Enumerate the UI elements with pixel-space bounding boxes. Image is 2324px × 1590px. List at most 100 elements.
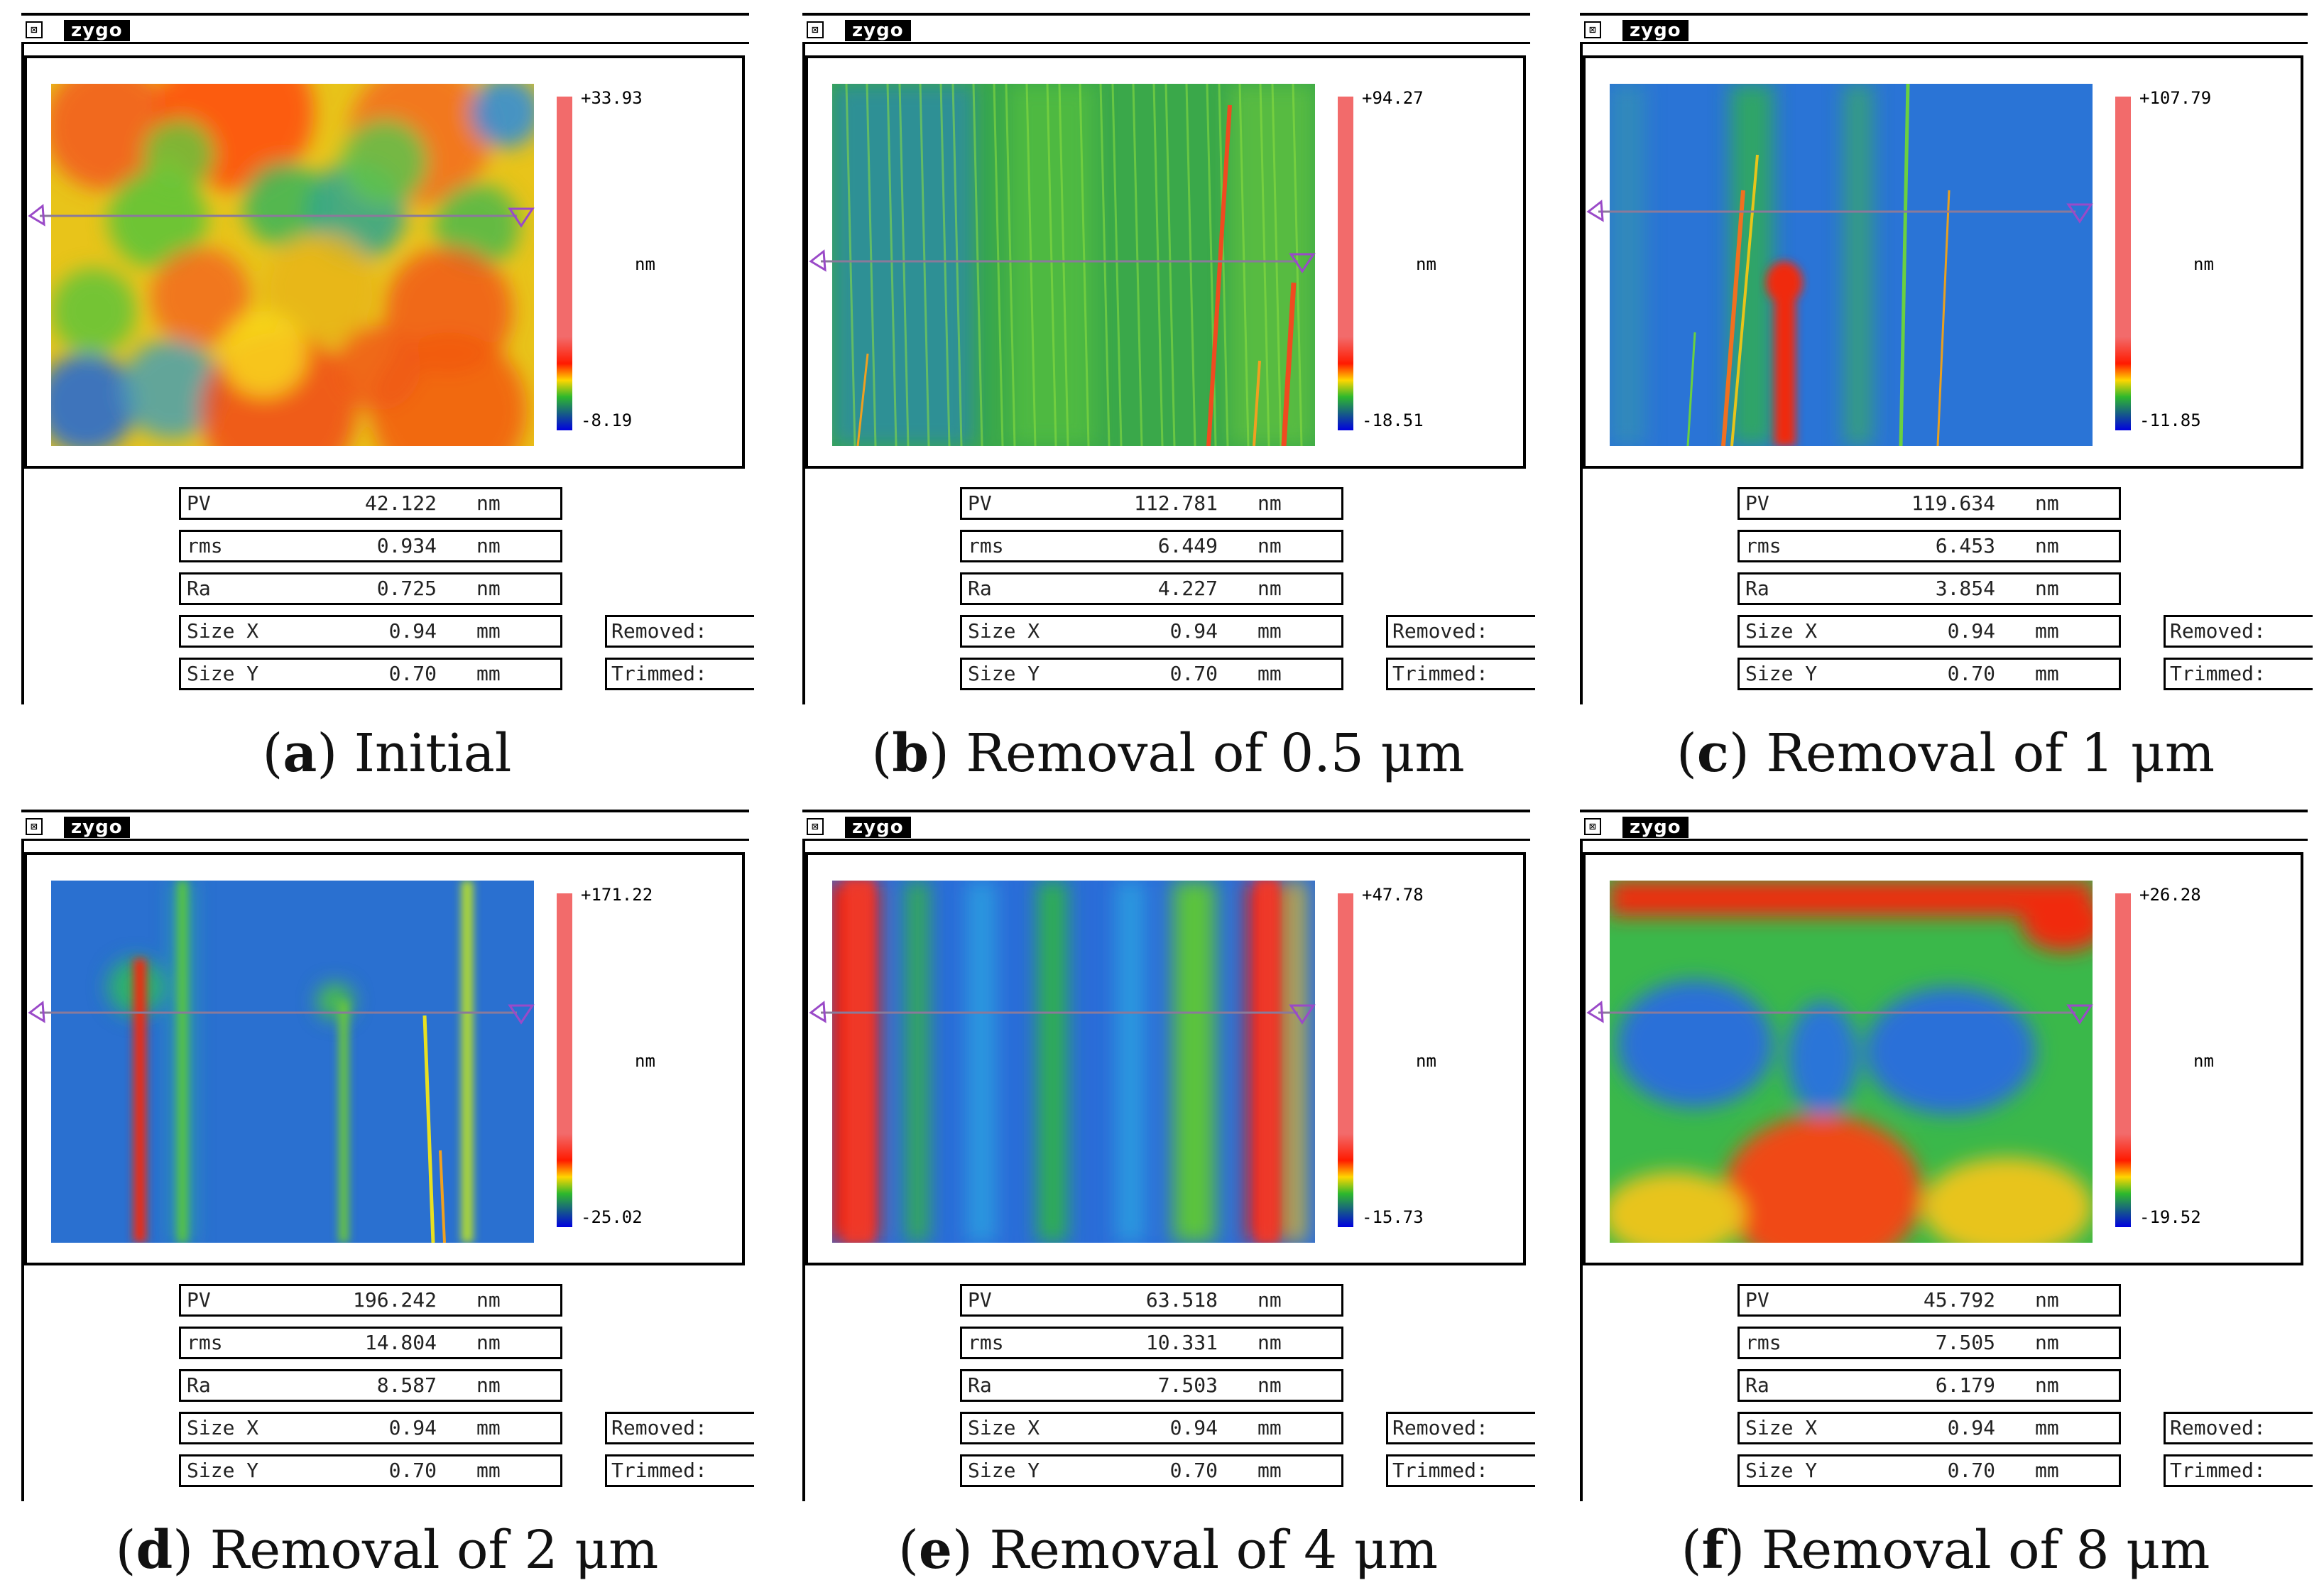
stat-box: Ra 7.503 nm bbox=[960, 1369, 1343, 1402]
stat-box: Size Y 0.70 mm bbox=[960, 1454, 1343, 1487]
stat-box: rms 6.453 nm bbox=[1737, 530, 2121, 562]
stat-label: Size X bbox=[187, 619, 259, 643]
zygo-logo: zygo bbox=[1622, 20, 1689, 41]
stat-label: Ra bbox=[187, 1373, 211, 1397]
stat-unit: nm bbox=[476, 1288, 501, 1312]
scale-min-label: -15.73 bbox=[1362, 1207, 1424, 1227]
stat-box: PV 42.122 nm bbox=[179, 487, 562, 520]
stat-box: Size Y 0.70 mm bbox=[179, 1454, 562, 1487]
removed-box: Removed: bbox=[2164, 1412, 2313, 1444]
stat-unit: mm bbox=[2035, 619, 2059, 643]
stat-value: 0.934 bbox=[376, 534, 437, 557]
stat-value: 7.503 bbox=[1157, 1373, 1218, 1397]
map-frame: +47.78 nm -15.73 bbox=[805, 852, 1526, 1265]
caption-letter: b bbox=[892, 723, 929, 784]
stat-unit: mm bbox=[2035, 1416, 2059, 1439]
stat-box: PV 45.792 nm bbox=[1737, 1284, 2121, 1317]
stat-value: 6.179 bbox=[1935, 1373, 1995, 1397]
stat-box: rms 0.934 nm bbox=[179, 530, 562, 562]
measurement-panel: ⊠ zygo +171.22 nm -25.02 PV 196.242 nm bbox=[21, 810, 754, 1581]
measurement-panel: ⊠ zygo +33.93 nm -8.19 PV 42.122 nm bbox=[21, 13, 754, 784]
stat-unit: mm bbox=[476, 1416, 501, 1439]
caption-text: Removal of 0.5 μm bbox=[949, 723, 1465, 784]
stat-value: 6.449 bbox=[1157, 534, 1218, 557]
stat-label: PV bbox=[968, 1288, 992, 1312]
map-frame: +171.22 nm -25.02 bbox=[24, 852, 745, 1265]
caption-text: Removal of 1 μm bbox=[1749, 723, 2215, 784]
surface-height-map bbox=[1610, 84, 2093, 446]
stat-value: 0.70 bbox=[388, 1459, 437, 1482]
stat-label: PV bbox=[1745, 1288, 1769, 1312]
stat-unit: mm bbox=[476, 662, 501, 685]
stat-value: 0.725 bbox=[376, 577, 437, 600]
close-icon[interactable]: ⊠ bbox=[1584, 21, 1601, 38]
stat-value: 119.634 bbox=[1911, 491, 1995, 515]
stat-box: Ra 6.179 nm bbox=[1737, 1369, 2121, 1402]
stat-label: rms bbox=[968, 534, 1004, 557]
panel-caption: (f) Removal of 8 μm bbox=[1681, 1520, 2210, 1581]
window-border bbox=[1580, 44, 1583, 704]
scale-max-label: +26.28 bbox=[2139, 885, 2201, 905]
map-frame: +33.93 nm -8.19 bbox=[24, 55, 745, 469]
measurement-panel: ⊠ zygo +94.27 nm -18.51 PV 112.781 nm bbox=[802, 13, 1535, 784]
stat-label: Size Y bbox=[1745, 1459, 1818, 1482]
zygo-logo: zygo bbox=[64, 20, 130, 41]
stat-label: Ra bbox=[968, 577, 992, 600]
stat-unit: nm bbox=[1258, 491, 1282, 515]
close-icon[interactable]: ⊠ bbox=[807, 21, 824, 38]
panel-caption: (c) Removal of 1 μm bbox=[1676, 723, 2215, 784]
stat-unit: nm bbox=[2035, 1373, 2059, 1397]
surface-height-map bbox=[51, 881, 534, 1243]
stat-value: 0.70 bbox=[1169, 662, 1218, 685]
stat-label: Size X bbox=[187, 1416, 259, 1439]
panel-caption: (b) Removal of 0.5 μm bbox=[871, 723, 1465, 784]
close-icon[interactable]: ⊠ bbox=[26, 21, 43, 38]
zygo-logo: zygo bbox=[64, 817, 130, 838]
zygo-logo: zygo bbox=[1622, 817, 1689, 838]
stat-label: Size Y bbox=[1745, 662, 1818, 685]
scale-unit-label: nm bbox=[2193, 254, 2214, 274]
stat-label: PV bbox=[187, 491, 211, 515]
color-scale-bar bbox=[1338, 893, 1353, 1227]
caption-letter: a bbox=[283, 723, 317, 784]
stat-box: rms 6.449 nm bbox=[960, 530, 1343, 562]
stat-box: Ra 4.227 nm bbox=[960, 572, 1343, 605]
removed-box: Removed: bbox=[1386, 1412, 1535, 1444]
stat-value: 6.453 bbox=[1935, 534, 1995, 557]
scale-min-label: -8.19 bbox=[581, 410, 633, 430]
window-titlebar: ⊠ zygo bbox=[21, 13, 749, 44]
stat-unit: nm bbox=[1258, 1331, 1282, 1354]
surface-height-map bbox=[1610, 881, 2093, 1243]
stat-value: 112.781 bbox=[1133, 491, 1218, 515]
stat-label: Size Y bbox=[187, 662, 259, 685]
stat-unit: mm bbox=[2035, 662, 2059, 685]
color-scale-bar bbox=[557, 97, 572, 430]
stat-label: Size Y bbox=[968, 662, 1040, 685]
panel-caption: (e) Removal of 4 μm bbox=[898, 1520, 1439, 1581]
stat-unit: nm bbox=[476, 1331, 501, 1354]
close-icon[interactable]: ⊠ bbox=[26, 818, 43, 835]
stat-label: rms bbox=[187, 1331, 223, 1354]
scale-unit-label: nm bbox=[1416, 254, 1436, 274]
caption-letter: e bbox=[918, 1520, 952, 1581]
stat-value: 0.94 bbox=[1947, 619, 1995, 643]
stat-label: rms bbox=[968, 1331, 1004, 1354]
window-titlebar: ⊠ zygo bbox=[802, 13, 1530, 44]
stat-box: Size Y 0.70 mm bbox=[960, 658, 1343, 690]
scale-max-label: +107.79 bbox=[2139, 88, 2212, 108]
stat-unit: nm bbox=[2035, 1288, 2059, 1312]
stat-unit: nm bbox=[2035, 577, 2059, 600]
color-scale-bar bbox=[557, 893, 572, 1227]
close-icon[interactable]: ⊠ bbox=[807, 818, 824, 835]
close-icon[interactable]: ⊠ bbox=[1584, 818, 1601, 835]
stat-label: rms bbox=[187, 534, 223, 557]
stat-value: 3.854 bbox=[1935, 577, 1995, 600]
stat-label: Size X bbox=[968, 619, 1040, 643]
stat-box: Ra 3.854 nm bbox=[1737, 572, 2121, 605]
scale-max-label: +94.27 bbox=[1362, 88, 1424, 108]
stat-label: Ra bbox=[1745, 577, 1769, 600]
stat-box: PV 63.518 nm bbox=[960, 1284, 1343, 1317]
trimmed-box: Trimmed: bbox=[2164, 1454, 2313, 1487]
panel-caption: (a) Initial bbox=[262, 723, 512, 784]
stat-box: PV 112.781 nm bbox=[960, 487, 1343, 520]
